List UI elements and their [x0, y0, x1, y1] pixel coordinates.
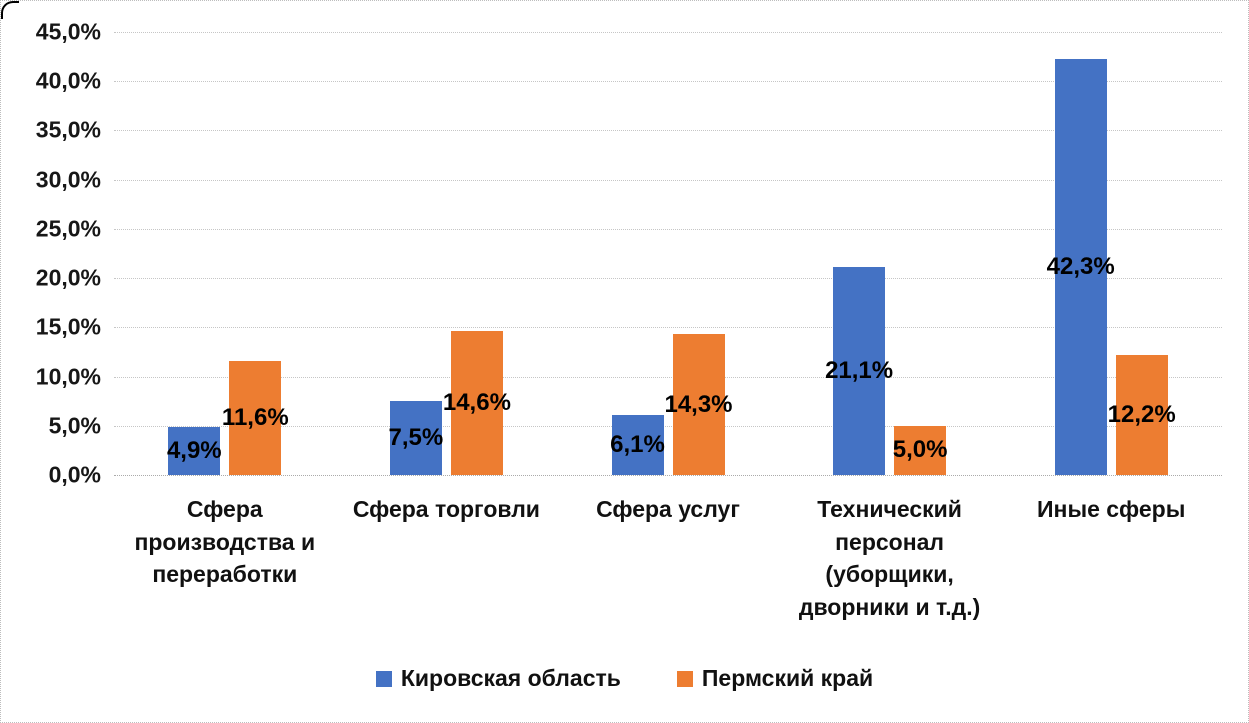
y-axis-tick-label: 30,0%: [35, 166, 101, 193]
bar-series-0-cat-1: [389, 401, 442, 475]
bar-series-1-cat-0: [229, 360, 282, 475]
x-axis-category-label: Технический персонал (уборщики, дворники…: [798, 496, 981, 620]
bar-series-1-cat-4: [1115, 354, 1168, 475]
y-axis-tick-label: 10,0%: [35, 363, 101, 390]
gridline: [114, 228, 1222, 230]
bar-data-label: 6,1%: [610, 430, 665, 458]
bar-data-label: 11,6%: [221, 403, 289, 431]
x-axis-category-label: Сфера производства и переработки: [134, 496, 316, 588]
gridline: [114, 327, 1222, 329]
window-corner-decoration: [1, 1, 19, 19]
x-axis-line: [114, 475, 1222, 476]
x-axis-category-label: Сфера услуг: [596, 496, 740, 522]
bar-data-label: 21,1%: [825, 357, 894, 385]
legend-series-label: Кировская область: [400, 665, 621, 691]
bar-series-0-cat-2: [611, 414, 664, 475]
bar-data-label: 4,9%: [166, 436, 222, 464]
bar-series-1-cat-3: [894, 425, 947, 475]
gridline: [114, 32, 1222, 33]
gridline: [114, 179, 1222, 181]
bar-series-0-cat-0: [168, 426, 221, 475]
legend-swatch-icon: [375, 670, 392, 687]
y-axis-tick-label: 20,0%: [35, 264, 101, 291]
y-axis-tick-label: 45,0%: [35, 18, 101, 45]
y-axis-tick-label: 15,0%: [35, 313, 101, 340]
gridline: [114, 376, 1222, 378]
bar-data-label: 42,3%: [1046, 252, 1115, 280]
legend-item: Кировская область: [375, 665, 621, 692]
y-axis-tick-label: 40,0%: [35, 67, 101, 94]
y-axis-tick-label: 35,0%: [35, 116, 101, 143]
gridline: [114, 278, 1222, 280]
bar-data-label: 12,2%: [1107, 400, 1176, 428]
y-axis-tick-label: 25,0%: [35, 215, 101, 242]
bar-series-1-cat-2: [672, 334, 725, 475]
y-axis-tick-label: 0,0%: [48, 461, 101, 488]
x-axis-category-label: Иные сферы: [1037, 496, 1186, 522]
gridline: [114, 130, 1222, 132]
bar-data-label: 7,5%: [388, 424, 444, 452]
x-axis-category-label: Сфера торговли: [352, 496, 540, 522]
bar-series-0-cat-3: [833, 267, 886, 475]
bar-series-0-cat-4: [1054, 58, 1107, 475]
legend: Кировская область Пермский край: [1, 665, 1248, 692]
legend-series-label: Пермский край: [701, 665, 874, 691]
bar-series-1-cat-1: [450, 331, 503, 475]
y-axis-tick-label: 5,0%: [48, 412, 101, 439]
bar-data-label: 14,3%: [664, 390, 733, 418]
legend-item: Пермский край: [676, 665, 874, 692]
gridline: [114, 425, 1222, 427]
bar-data-label: 14,6%: [442, 389, 511, 417]
bar-data-label: 5,0%: [892, 436, 948, 464]
gridline: [114, 81, 1222, 83]
legend-swatch-icon: [676, 670, 693, 687]
